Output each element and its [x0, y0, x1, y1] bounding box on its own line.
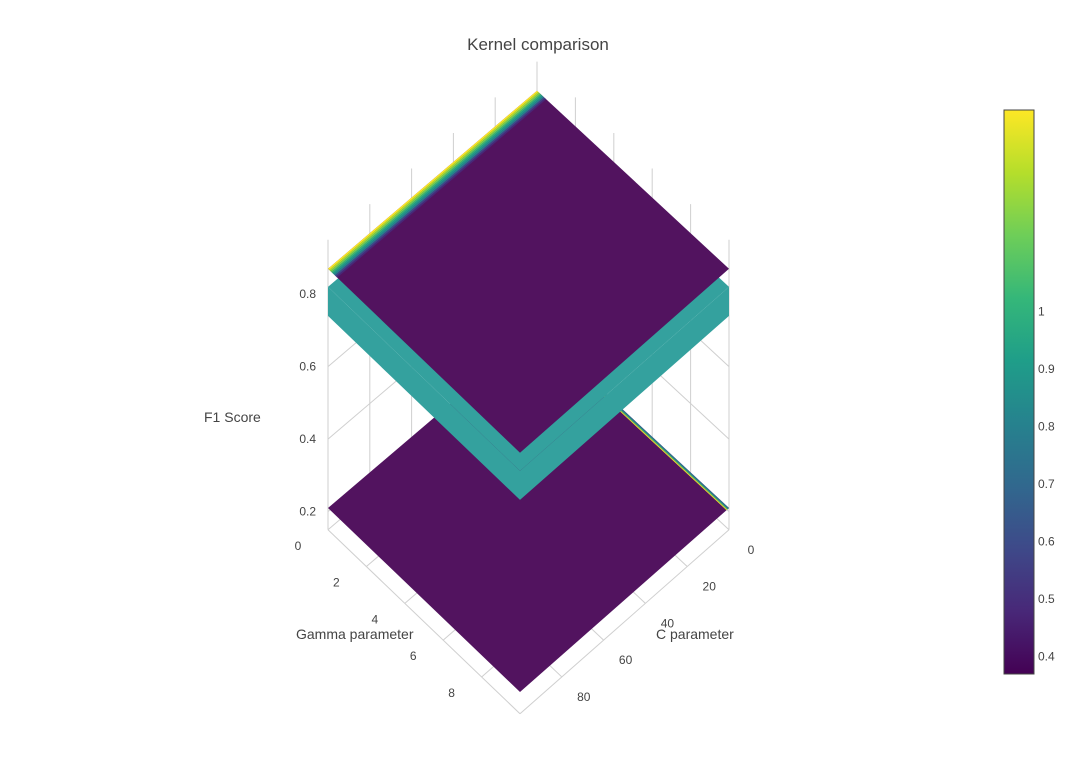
x-tick-label: 0	[748, 543, 755, 557]
colorbar-tick-label: 0.6	[1038, 535, 1055, 549]
surface-edge-band	[331, 94, 542, 274]
y-tick-label: 8	[448, 686, 455, 700]
chart-title: Kernel comparison	[467, 35, 609, 54]
x-tick-label: 40	[661, 616, 675, 630]
colorbar-ticks: 0.4 0.5 0.6 0.7 0.8 0.9 1	[1038, 304, 1055, 663]
colorbar-tick-label: 0.9	[1038, 362, 1055, 376]
surface-2[interactable]	[328, 90, 729, 453]
z-tick-label: 0.6	[299, 360, 316, 374]
x-tick-label: 60	[619, 653, 633, 667]
surfaces[interactable]	[328, 90, 729, 692]
surface-edge-band	[330, 92, 541, 273]
colorbar-tick-label: 1	[1038, 304, 1045, 318]
z-tick-label: 0.8	[299, 287, 316, 301]
surface-face	[328, 330, 729, 692]
surface-edge-band	[334, 97, 546, 277]
y-tick-label: 4	[371, 612, 378, 626]
z-tick-label: 0.4	[299, 432, 316, 446]
y-axis-title: Gamma parameter	[296, 626, 414, 642]
z-tick-label: 0.2	[299, 505, 316, 519]
x-tick-label: 20	[703, 580, 717, 594]
y-tick-label: 6	[410, 649, 417, 663]
surface-edge-band	[333, 96, 544, 276]
surface-edge-band	[336, 98, 547, 278]
surface-edge-band	[332, 95, 543, 275]
colorbar-tick-label: 0.5	[1038, 592, 1055, 606]
colorbar-tick-label: 0.8	[1038, 420, 1055, 434]
y-tick-label: 2	[333, 576, 340, 590]
surface-edge-band	[328, 90, 539, 270]
colorbar[interactable]: 0.4 0.5 0.6 0.7 0.8 0.9 1	[1003, 109, 1055, 675]
x-tick-label: 80	[577, 690, 591, 704]
surface-face	[328, 90, 729, 453]
z-axis-title: F1 Score	[204, 409, 261, 425]
surface-edge-band	[329, 91, 540, 271]
colorbar-tick-label: 0.4	[1038, 650, 1055, 664]
y-tick-label: 0	[295, 539, 302, 553]
colorbar-tick-label: 0.7	[1038, 477, 1055, 491]
colorbar-gradient	[1003, 109, 1035, 675]
x-axis-title: C parameter	[656, 626, 734, 642]
grid-line	[519, 529, 730, 715]
grid-line	[327, 529, 521, 715]
